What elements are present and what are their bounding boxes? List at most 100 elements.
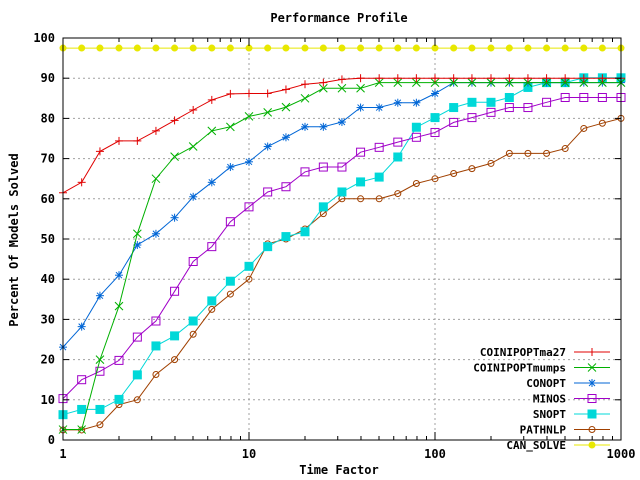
series-coinipoptmumps [58, 78, 626, 434]
y-tick-label: 20 [41, 353, 55, 367]
data-point [468, 44, 476, 52]
data-point [226, 122, 235, 132]
data-point [207, 126, 217, 136]
data-point [318, 162, 328, 172]
y-tick-label: 100 [33, 31, 55, 45]
data-point [430, 78, 440, 87]
data-point [171, 44, 179, 52]
data-point [467, 78, 477, 87]
data-point [412, 78, 421, 87]
data-point [226, 44, 234, 52]
data-point [393, 98, 402, 107]
x-axis-label: Time Factor [299, 463, 378, 477]
data-point [504, 78, 514, 87]
data-point [170, 331, 180, 341]
data-point [281, 182, 291, 192]
series-coinipoptma27 [59, 74, 625, 197]
data-point [393, 78, 403, 87]
data-point [245, 89, 253, 98]
data-point [468, 165, 476, 173]
legend: COINIPOPTma27 COINIPOPTmumps CONOPT MINOS SN… [473, 346, 610, 452]
data-point [152, 370, 160, 378]
data-point [579, 74, 588, 83]
data-point [77, 425, 87, 434]
data-point [189, 330, 197, 338]
data-point [319, 44, 327, 52]
legend-entry: MINOS [533, 393, 610, 406]
data-point [505, 44, 513, 52]
data-point [264, 44, 272, 52]
data-point [487, 44, 495, 52]
data-point [281, 102, 291, 112]
data-point [281, 133, 290, 142]
data-point [133, 44, 141, 52]
data-point [467, 113, 477, 123]
data-point [114, 355, 124, 365]
data-point [543, 149, 551, 157]
data-point [77, 404, 87, 414]
legend-swatch-marker [587, 363, 597, 372]
legend-swatch-marker [587, 394, 597, 403]
data-point [449, 117, 459, 127]
legend-swatch-marker [588, 441, 596, 449]
legend-swatch-marker [587, 409, 597, 419]
data-point [394, 190, 402, 198]
data-point [114, 394, 124, 404]
data-point [374, 142, 384, 152]
data-point [170, 213, 179, 222]
y-tick-label: 80 [41, 111, 55, 125]
data-point [78, 44, 86, 52]
data-point [411, 132, 421, 142]
data-point [337, 83, 347, 93]
data-point [244, 261, 254, 271]
y-tick-label: 60 [41, 192, 55, 206]
data-point [542, 78, 551, 87]
data-point [207, 296, 217, 306]
data-point [208, 44, 216, 52]
data-point [132, 332, 142, 342]
data-point [245, 157, 253, 166]
data-point [151, 229, 160, 238]
data-point [561, 74, 570, 83]
data-point [430, 127, 440, 137]
data-point [152, 44, 160, 52]
data-point [208, 305, 216, 313]
data-point [263, 142, 272, 151]
data-point [301, 44, 309, 52]
data-point [356, 147, 366, 157]
data-point [114, 271, 123, 280]
data-point [133, 396, 141, 404]
data-point [282, 44, 290, 52]
data-point [579, 78, 589, 87]
data-point [338, 44, 346, 52]
data-point [374, 172, 384, 182]
data-point [225, 276, 235, 286]
data-point [431, 89, 439, 98]
y-tick-label: 10 [41, 393, 55, 407]
data-point [319, 122, 328, 131]
series-line [62, 97, 621, 399]
data-point [375, 74, 384, 83]
data-point [542, 74, 551, 83]
data-point [394, 44, 402, 52]
data-point [561, 145, 569, 153]
legend-entry: PATHNLP [520, 424, 610, 437]
data-point [95, 366, 105, 376]
data-point [263, 242, 273, 252]
data-point [337, 75, 346, 84]
data-point [412, 74, 421, 83]
data-point [300, 122, 309, 131]
data-point [412, 44, 420, 52]
data-point [487, 159, 495, 167]
legend-entry: COINIPOPTma27 [480, 346, 610, 359]
data-point [318, 83, 328, 93]
data-point [77, 375, 87, 385]
data-point [337, 162, 347, 172]
data-point [300, 93, 310, 103]
data-point [449, 74, 458, 83]
legend-label: MINOS [533, 393, 566, 406]
data-point [412, 98, 421, 107]
data-point [523, 78, 533, 87]
data-point [263, 187, 273, 197]
data-point [300, 167, 310, 177]
